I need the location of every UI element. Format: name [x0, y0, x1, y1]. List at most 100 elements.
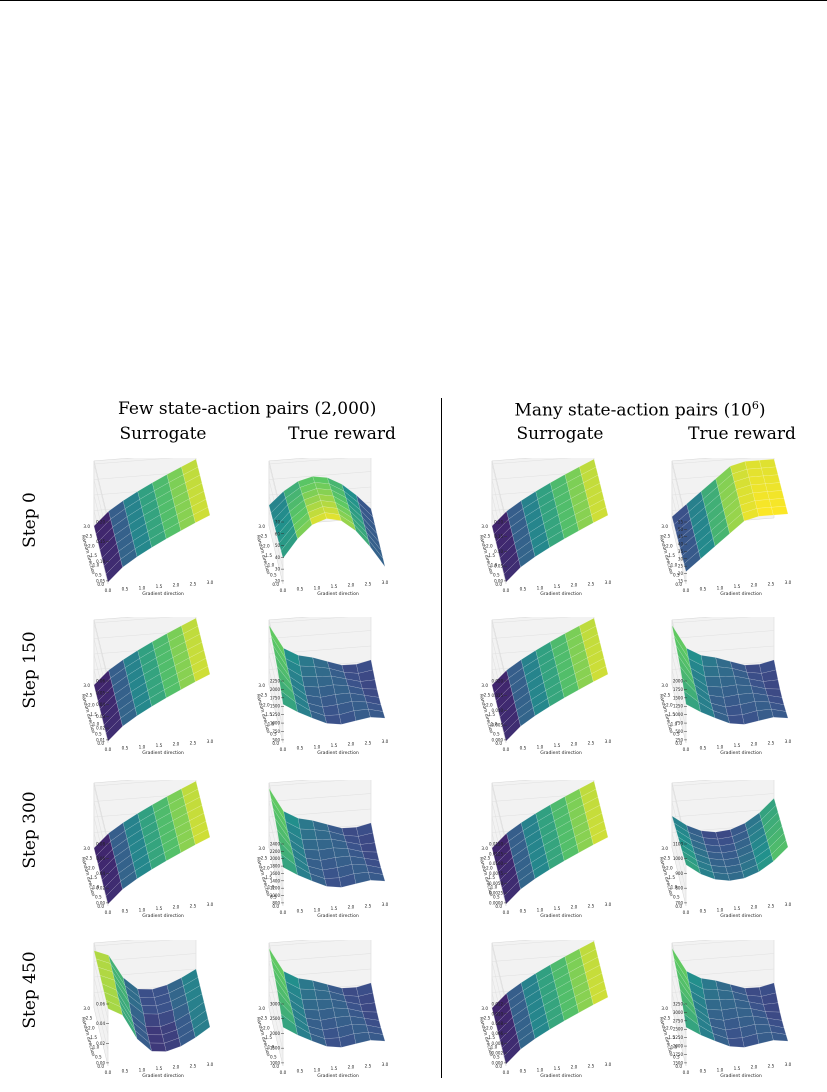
x-axis-label: Gradient direction — [720, 591, 762, 597]
y-tick-label: 0.5 — [95, 731, 102, 736]
y-tick-label: 1.5 — [488, 712, 495, 717]
surface-patch — [769, 1024, 787, 1035]
surface-patch — [587, 972, 605, 990]
surface-patch — [366, 864, 384, 875]
x-tick-label: 0.0 — [280, 747, 287, 752]
x-tick-label: 3.0 — [382, 1062, 389, 1067]
x-tick-label: 1.0 — [537, 907, 544, 912]
x-tick-label: 0.0 — [105, 747, 112, 752]
y-tick-label: 1.5 — [90, 1035, 97, 1040]
z-tick-label: 2000 — [270, 1031, 281, 1036]
grid-line — [671, 777, 775, 787]
x-tick-label: 0.0 — [280, 588, 287, 593]
y-tick-label: 0.5 — [270, 731, 277, 736]
surface-patch — [579, 458, 597, 475]
x-tick-label: 1.5 — [734, 743, 741, 748]
surface-patch — [299, 665, 317, 677]
surface-patch — [761, 992, 779, 1005]
y-tick-label: 2.0 — [88, 1025, 95, 1030]
x-axis-label: Gradient direction — [540, 750, 582, 756]
x-tick-label: 2.0 — [751, 1065, 758, 1070]
y-tick-label: 1.0 — [93, 563, 100, 568]
z-tick-label: 2400 — [270, 842, 281, 847]
surface-patch — [137, 988, 155, 998]
grid-line — [671, 937, 775, 947]
surface-patch — [587, 812, 605, 830]
y-tick-label: 1.5 — [265, 1035, 272, 1040]
z-tick-label: 0.20 — [96, 520, 105, 525]
x-tick-label: 2.0 — [173, 1065, 180, 1070]
surface-patch — [765, 818, 783, 841]
surface-patch — [581, 948, 599, 965]
y-tick-label: 3.0 — [661, 846, 668, 851]
surface-patch — [360, 1002, 378, 1013]
grid-line — [671, 614, 775, 624]
x-tick-label: 2.5 — [365, 740, 372, 745]
x-tick-label: 2.5 — [190, 903, 197, 908]
x-tick-label: 1.0 — [314, 744, 321, 749]
surface-svg: 0.00 0.02 0.04 0.06 0.08 0.0 0.5 1.0 1.5 2.0 2.5 3.… — [80, 774, 214, 919]
x-tick-label: 0.5 — [297, 1069, 304, 1074]
x-tick-label: 3.0 — [207, 902, 214, 907]
x-tick-label: 1.0 — [537, 744, 544, 749]
z-tick-label: 2500 — [270, 1016, 281, 1021]
x-tick-label: 0.5 — [700, 746, 707, 751]
surface-patch — [771, 1031, 789, 1042]
x-tick-label: 2.5 — [768, 1063, 775, 1068]
surface-patch — [341, 664, 359, 674]
grid-line — [491, 622, 507, 682]
x-axis-label: Gradient direction — [317, 591, 359, 597]
grid-line — [491, 785, 507, 845]
y-tick-label: 0.0 — [495, 741, 502, 746]
x-tick-label: 1.5 — [331, 584, 338, 589]
y-tick-label: 3.0 — [83, 524, 90, 529]
x-tick-label: 1.0 — [139, 907, 146, 912]
x-tick-label: 2.0 — [751, 905, 758, 910]
x-tick-label: 1.5 — [156, 584, 163, 589]
column-title-few-true-reward: True reward — [288, 424, 396, 444]
z-tick-label: 0.04 — [96, 871, 105, 876]
surface-patch — [583, 956, 601, 973]
z-tick-label: 2000 — [270, 687, 281, 692]
y-tick-label: 0.5 — [270, 894, 277, 899]
z-tick-label: 2000 — [673, 679, 684, 684]
surface-patch — [587, 490, 605, 508]
z-tick-label: 0.06 — [96, 679, 105, 684]
surface-patch — [301, 839, 319, 851]
surface-patch — [191, 1010, 209, 1030]
y-tick-label: 1.5 — [668, 1035, 675, 1040]
z-tick-label: 2250 — [270, 679, 281, 684]
x-tick-label: 0.5 — [520, 587, 527, 592]
surface-patch — [183, 466, 201, 483]
z-tick-label: 45 — [678, 534, 684, 539]
x-axis-label: Gradient direction — [540, 1073, 582, 1079]
column-title-many-true-reward: True reward — [688, 424, 796, 444]
surface-patch — [141, 1005, 159, 1015]
z-tick-label: 700 — [675, 900, 683, 905]
grid-line — [491, 614, 595, 624]
surface-patch — [360, 679, 378, 690]
x-tick-label: 0.0 — [683, 910, 690, 915]
y-tick-label: 2.0 — [88, 543, 95, 548]
y-tick-label: 0.0 — [495, 1064, 502, 1069]
x-axis-label: Gradient direction — [317, 1073, 359, 1079]
x-axis-label: Gradient direction — [142, 1073, 184, 1079]
grid-line — [93, 777, 197, 787]
x-tick-label: 1.5 — [734, 1066, 741, 1071]
x-axis-label: Gradient direction — [720, 913, 762, 919]
x-tick-label: 2.0 — [348, 583, 355, 588]
surface-patch — [143, 1013, 161, 1027]
surface-plot-step-450-few-true-reward: 1000 1500 2000 2500 3000 0.0 0.5 1.0 1.5 2.0 2.5 3.… — [245, 934, 395, 1088]
grid-line — [671, 816, 687, 876]
surface-patch — [183, 788, 201, 805]
y-tick-label: 3.0 — [481, 1006, 488, 1011]
z-tick-label: 500 — [272, 737, 280, 742]
surface-patch — [314, 989, 332, 1000]
surface-patch — [181, 617, 199, 634]
column-title-few-surrogate: Surrogate — [119, 424, 207, 444]
z-tick-label: 0.06 — [96, 856, 105, 861]
y-tick-label: 0.5 — [270, 572, 277, 577]
x-tick-label: 2.0 — [571, 583, 578, 588]
x-tick-label: 0.5 — [297, 746, 304, 751]
z-tick-label: 55 — [678, 520, 684, 525]
